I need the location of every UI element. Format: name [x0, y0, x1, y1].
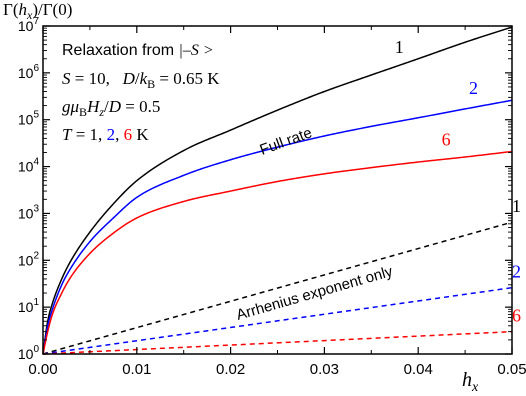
x-tick-label: 0.05: [497, 361, 526, 378]
arrhenius-curve-T1: [42, 221, 513, 355]
annotation-field-ratio: gμBHz/D = 0.5: [62, 97, 160, 119]
y-tick-label: 103: [18, 203, 40, 221]
annotation-temperatures: T = 1, 2, 6 K: [62, 125, 149, 144]
x-tick-label: 0.00: [28, 361, 57, 378]
full-rate-curve-T6: [42, 150, 513, 355]
y-tick-label: 105: [18, 110, 40, 128]
y-tick-label: 100: [18, 344, 40, 362]
curve-label-T2: 2: [469, 78, 478, 98]
full-rate-curve-T1: [42, 26, 513, 355]
y-tick-label: 107: [18, 16, 40, 34]
x-tick-label: 0.01: [122, 361, 151, 378]
full-rate-curve-T2: [42, 99, 513, 355]
y-tick-label: 106: [18, 63, 40, 81]
arrhenius-curve-T6: [42, 330, 513, 355]
x-axis-label: hx: [462, 369, 479, 395]
x-tick-label: 0.02: [216, 361, 245, 378]
annotation-relaxation: Relaxation from |–S >: [62, 42, 214, 59]
curve-label-T6: 6: [442, 130, 451, 150]
x-tick-label: 0.04: [404, 361, 433, 378]
x-tick-label: 0.03: [310, 361, 339, 378]
annotation-spin-params: S = 10, D/kB = 0.65 K: [62, 69, 220, 91]
series-labels: 1 2 6 1 2 6: [395, 37, 521, 326]
y-tick-label: 102: [18, 250, 40, 268]
full-rate-label: Full rate: [258, 124, 315, 159]
ticks-layer: 0.00 0.01 0.02 0.03 0.04 0.05 100 101 102 103 104 1…: [18, 16, 526, 378]
y-tick-label: 101: [18, 297, 40, 315]
y-axis-label: Γ(hx)/Γ(0): [3, 0, 72, 22]
curve-label-T6: 6: [512, 306, 521, 326]
arrhenius-label: Arrhenius exponent only: [234, 263, 395, 324]
series-layer: [42, 26, 513, 355]
curve-label-T2: 2: [512, 262, 521, 282]
y-tick-label: 104: [18, 157, 40, 175]
curve-label-T1: 1: [395, 37, 404, 57]
arrhenius-curve-T2: [42, 286, 513, 355]
curve-label-T1: 1: [512, 196, 521, 216]
